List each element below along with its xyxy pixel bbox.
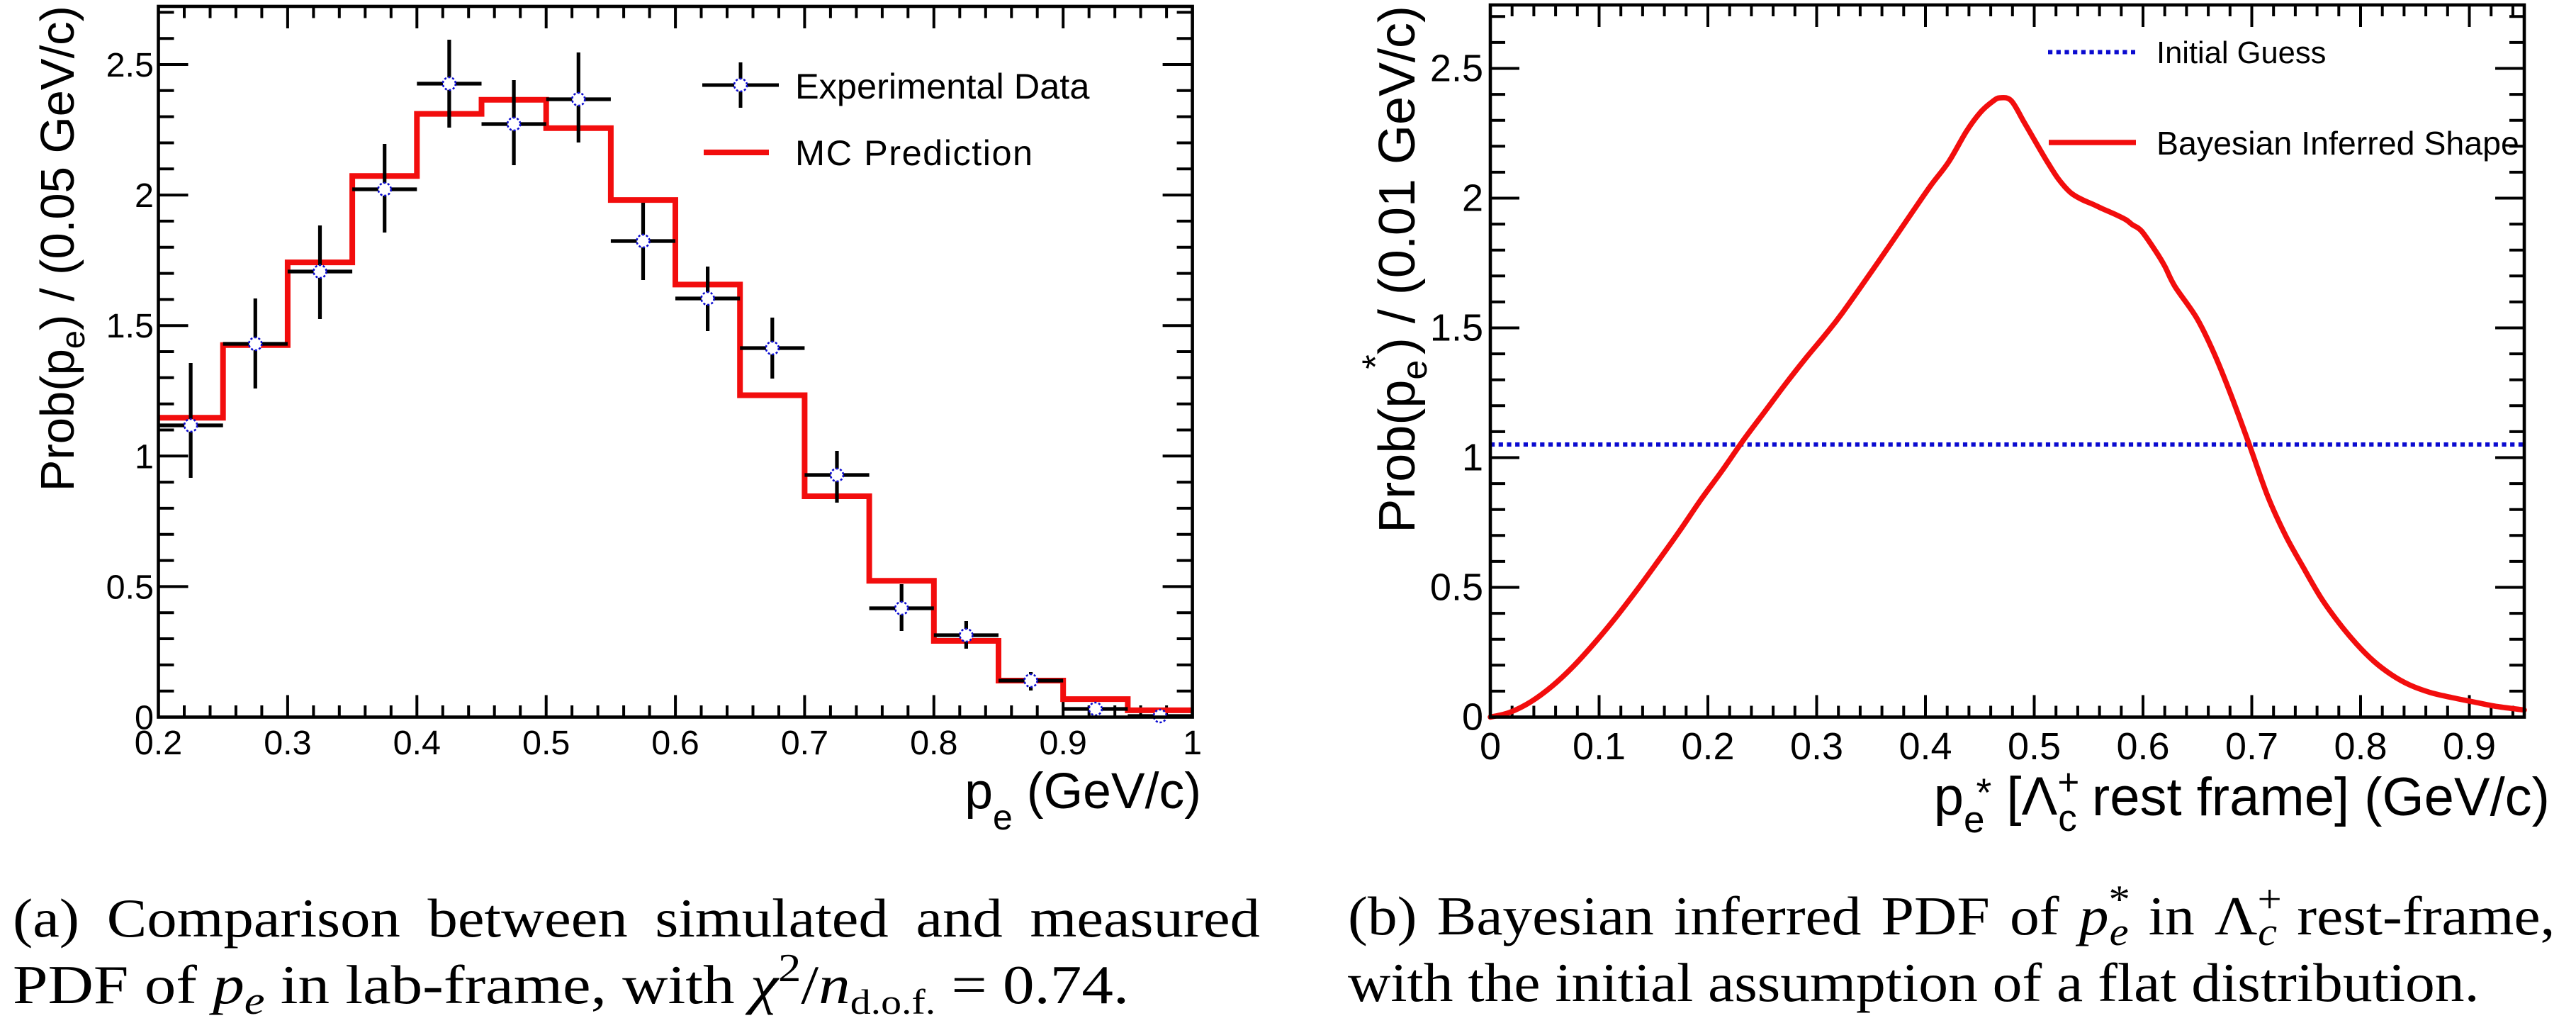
svg-text:0.9: 0.9 [2443,725,2496,768]
svg-text:0.2: 0.2 [1681,725,1734,768]
svg-text:0.8: 0.8 [910,724,957,762]
svg-text:Experimental Data: Experimental Data [795,66,1090,106]
svg-text:Initial Guess: Initial Guess [2156,36,2326,70]
svg-text:1.5: 1.5 [106,307,154,345]
svg-text:0.5: 0.5 [522,724,570,762]
svg-text:0.7: 0.7 [781,724,828,762]
svg-text:0: 0 [135,699,154,737]
svg-text:0.5: 0.5 [106,568,154,606]
svg-text:0.7: 0.7 [2225,725,2278,768]
svg-text:0.2: 0.2 [135,724,182,762]
svg-text:0.1: 0.1 [1573,725,1626,768]
svg-text:Bayesian Inferred Shape: Bayesian Inferred Shape [2156,125,2519,162]
svg-text:Prob(pe) / (0.05 GeV/c): Prob(pe) / (0.05 GeV/c) [31,6,91,491]
svg-text:1: 1 [1462,437,1483,479]
svg-text:0.6: 0.6 [651,724,699,762]
svg-text:2.5: 2.5 [1430,47,1483,90]
svg-text:1: 1 [1183,724,1202,762]
svg-text:0.8: 0.8 [2334,725,2387,768]
svg-text:0: 0 [1462,696,1483,739]
svg-text:1.5: 1.5 [1430,307,1483,350]
svg-text:2: 2 [1462,177,1483,220]
svg-text:0: 0 [1480,725,1501,768]
svg-text:0.3: 0.3 [1790,725,1843,768]
svg-text:0.5: 0.5 [1430,566,1483,609]
svg-text:0.4: 0.4 [393,724,441,762]
svg-text:2: 2 [135,177,154,215]
svg-text:MC Prediction: MC Prediction [795,133,1034,173]
svg-text:0.9: 0.9 [1039,724,1086,762]
svg-text:1: 1 [135,437,154,476]
svg-text:2.5: 2.5 [106,46,154,84]
svg-text:0.6: 0.6 [2116,725,2169,768]
svg-text:0.4: 0.4 [1899,725,1952,768]
svg-text:0.3: 0.3 [264,724,311,762]
svg-text:0.5: 0.5 [2008,725,2061,768]
